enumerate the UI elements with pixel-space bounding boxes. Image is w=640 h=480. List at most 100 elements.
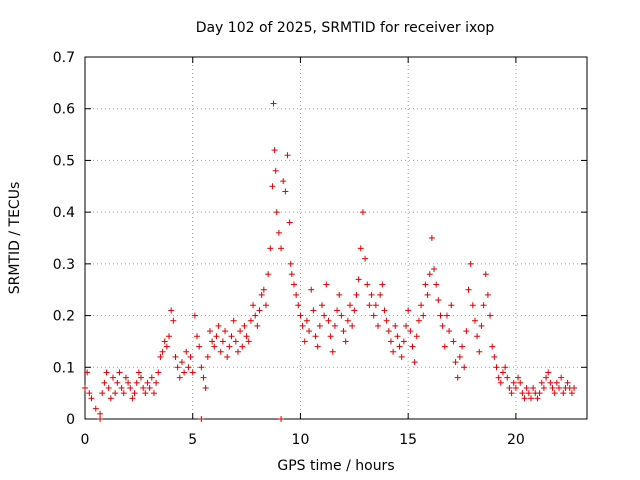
data-point (312, 333, 319, 340)
data-point (269, 183, 276, 190)
data-point (413, 333, 420, 340)
data-point (469, 302, 476, 309)
data-point (571, 384, 578, 391)
data-point (329, 348, 336, 355)
data-point (381, 307, 388, 314)
data-point (226, 343, 233, 350)
data-point (504, 374, 511, 381)
data-point (331, 322, 338, 329)
data-point (234, 348, 241, 355)
data-point (215, 322, 222, 329)
data-point (521, 395, 528, 402)
data-point (418, 302, 425, 309)
data-point (530, 384, 537, 391)
data-point (463, 328, 470, 335)
data-point (129, 395, 136, 402)
data-point (364, 281, 371, 288)
data-point (502, 364, 509, 371)
data-point (314, 343, 321, 350)
data-point (114, 379, 121, 386)
data-point (465, 286, 472, 293)
data-point (316, 322, 323, 329)
data-point (390, 348, 397, 355)
x-tick-label: 5 (188, 432, 197, 448)
data-point (131, 390, 138, 397)
y-tick-label: 0.7 (53, 50, 75, 66)
data-point (103, 369, 110, 376)
data-point (200, 374, 207, 381)
data-point (551, 390, 558, 397)
data-point (375, 322, 382, 329)
chart-title: Day 102 of 2025, SRMTID for receiver ixo… (196, 20, 495, 36)
data-point (489, 343, 496, 350)
data-point (323, 281, 330, 288)
data-point (181, 369, 188, 376)
data-point (327, 333, 334, 340)
data-point (116, 369, 123, 376)
y-axis-label: SRMTID / TECUs (7, 182, 23, 295)
data-point (97, 416, 104, 422)
data-point (534, 395, 541, 402)
data-point (411, 359, 418, 366)
x-tick-label: 15 (399, 432, 417, 448)
data-point (558, 374, 565, 381)
data-point (260, 286, 267, 293)
data-point (480, 302, 487, 309)
data-point (441, 343, 448, 350)
data-point (407, 328, 414, 335)
data-point (120, 390, 127, 397)
data-point (256, 307, 263, 314)
data-point (84, 369, 91, 376)
data-point (286, 219, 293, 226)
data-point (318, 302, 325, 309)
data-point (271, 147, 278, 154)
plot-frame (84, 56, 588, 420)
data-point (426, 271, 433, 278)
data-point (568, 390, 575, 397)
data-point (385, 328, 392, 335)
data-point (122, 374, 129, 381)
data-point (252, 312, 259, 319)
data-point (262, 302, 269, 309)
y-tick-label: 0.2 (53, 309, 75, 325)
data-point (198, 364, 205, 371)
data-point (519, 390, 526, 397)
data-point (172, 353, 179, 360)
data-point (508, 390, 515, 397)
data-point (467, 260, 474, 267)
grid (85, 57, 587, 419)
y-tick-label: 0 (66, 412, 75, 428)
data-point (254, 322, 261, 329)
data-point (125, 379, 132, 386)
data-point (517, 379, 524, 386)
data-point (243, 333, 250, 340)
data-point (112, 390, 119, 397)
data-point (301, 338, 308, 345)
data-point (476, 348, 483, 355)
data-point (105, 384, 112, 391)
data-point (219, 338, 226, 345)
data-point (433, 281, 440, 288)
data-point (299, 322, 306, 329)
data-point (325, 317, 332, 324)
data-point (110, 374, 117, 381)
data-point (493, 364, 500, 371)
data-point (448, 302, 455, 309)
data-point (394, 333, 401, 340)
data-point (506, 384, 513, 391)
data-point (278, 245, 285, 252)
data-point (306, 328, 313, 335)
data-point (82, 384, 88, 391)
data-point (88, 395, 95, 402)
data-point (487, 312, 494, 319)
data-point (99, 390, 106, 397)
data-point (510, 379, 517, 386)
data-point (435, 297, 442, 304)
x-tick-label: 20 (507, 432, 525, 448)
data-point (525, 390, 532, 397)
data-point (183, 348, 190, 355)
data-point (284, 152, 291, 159)
data-point (168, 307, 175, 314)
data-point (431, 266, 438, 273)
